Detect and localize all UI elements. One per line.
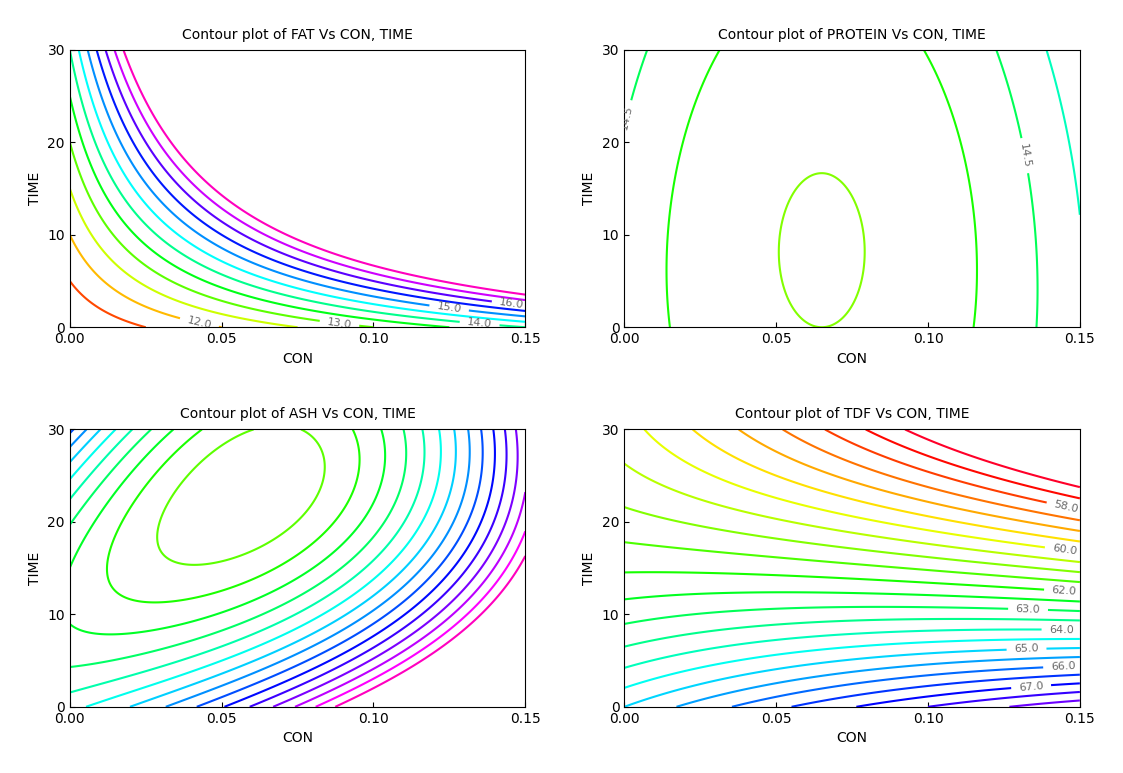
Text: 60.0: 60.0 [1052,543,1077,557]
Text: 58.0: 58.0 [1053,499,1079,514]
Text: 14.5: 14.5 [619,104,634,131]
Y-axis label: TIME: TIME [583,551,596,584]
Title: Contour plot of ASH Vs CON, TIME: Contour plot of ASH Vs CON, TIME [180,407,416,421]
X-axis label: CON: CON [282,352,313,366]
Text: 13.0: 13.0 [327,317,353,330]
Text: 66.0: 66.0 [1050,661,1076,672]
Text: 14.0: 14.0 [467,318,492,330]
Text: 63.0: 63.0 [1015,604,1041,615]
Text: 15.0: 15.0 [436,301,462,315]
Y-axis label: TIME: TIME [28,172,42,205]
Text: 67.0: 67.0 [1019,680,1044,693]
Text: 62.0: 62.0 [1051,585,1077,597]
Title: Contour plot of TDF Vs CON, TIME: Contour plot of TDF Vs CON, TIME [734,407,969,421]
Text: 64.0: 64.0 [1049,625,1074,635]
Title: Contour plot of PROTEIN Vs CON, TIME: Contour plot of PROTEIN Vs CON, TIME [719,28,986,42]
Text: 14.5: 14.5 [1017,142,1032,169]
X-axis label: CON: CON [282,731,313,745]
X-axis label: CON: CON [837,352,868,366]
Text: 16.0: 16.0 [499,298,524,311]
Y-axis label: TIME: TIME [583,172,596,205]
Y-axis label: TIME: TIME [28,551,42,584]
X-axis label: CON: CON [837,731,868,745]
Text: 12.0: 12.0 [186,315,212,331]
Text: 65.0: 65.0 [1014,644,1039,655]
Title: Contour plot of FAT Vs CON, TIME: Contour plot of FAT Vs CON, TIME [182,28,413,42]
